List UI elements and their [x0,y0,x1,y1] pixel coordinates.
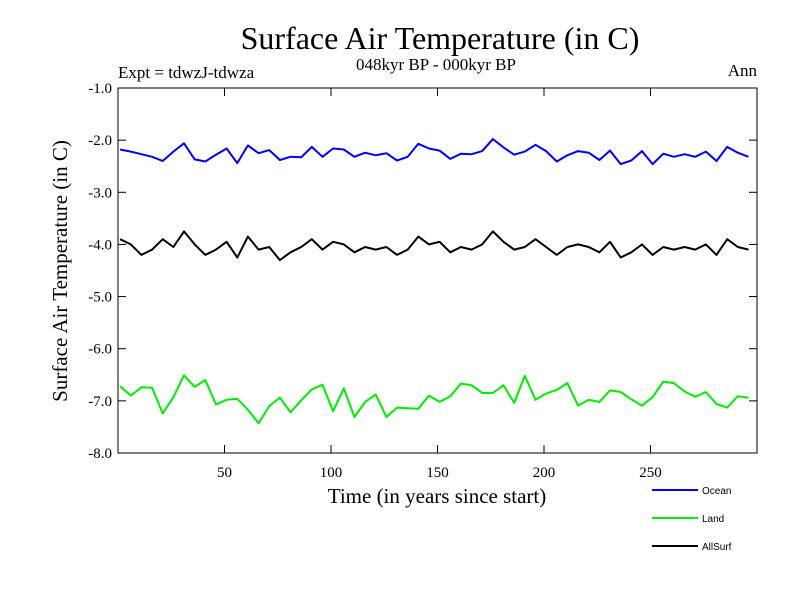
series-lines [119,138,749,425]
y-tick-label: -3.0 [88,185,112,201]
y-axis-title: Surface Air Temperature (in C) [48,140,72,402]
experiment-label: Expt = tdwzJ-tdwza [118,63,255,82]
y-tick-label: -7.0 [88,394,112,410]
x-tick-label: 100 [320,465,343,481]
x-axis-title: Time (in years since start) [328,484,547,508]
legend-label-allsurf: AllSurf [702,542,732,553]
x-tick-label: 250 [639,465,662,481]
series-line-land [119,374,749,425]
y-tick-label: -6.0 [88,342,112,358]
axis-ticks: 50 100 150 200 250 -8.0 -7.0 -6.0 -5.0 -4.0 -3.0 -2… [88,81,757,481]
chart-title: Surface Air Temperature (in C) [241,20,640,56]
y-tick-label: -4.0 [88,237,112,253]
x-tick-label: 50 [217,465,232,481]
legend-label-land: Land [702,514,724,525]
legend-label-ocean: Ocean [702,486,731,497]
chart-subtitle: 048kyr BP - 000kyr BP [356,55,516,74]
y-tick-label: -2.0 [88,133,112,149]
series-line-allsurf [119,230,749,262]
legend: Ocean Land AllSurf [652,486,732,553]
y-tick-label: -5.0 [88,290,112,306]
y-tick-label: -1.0 [88,81,112,97]
period-label: Ann [728,61,758,80]
x-tick-label: 150 [426,465,449,481]
x-tick-label: 200 [533,465,556,481]
y-tick-label: -8.0 [88,446,112,462]
series-line-ocean [119,138,749,166]
